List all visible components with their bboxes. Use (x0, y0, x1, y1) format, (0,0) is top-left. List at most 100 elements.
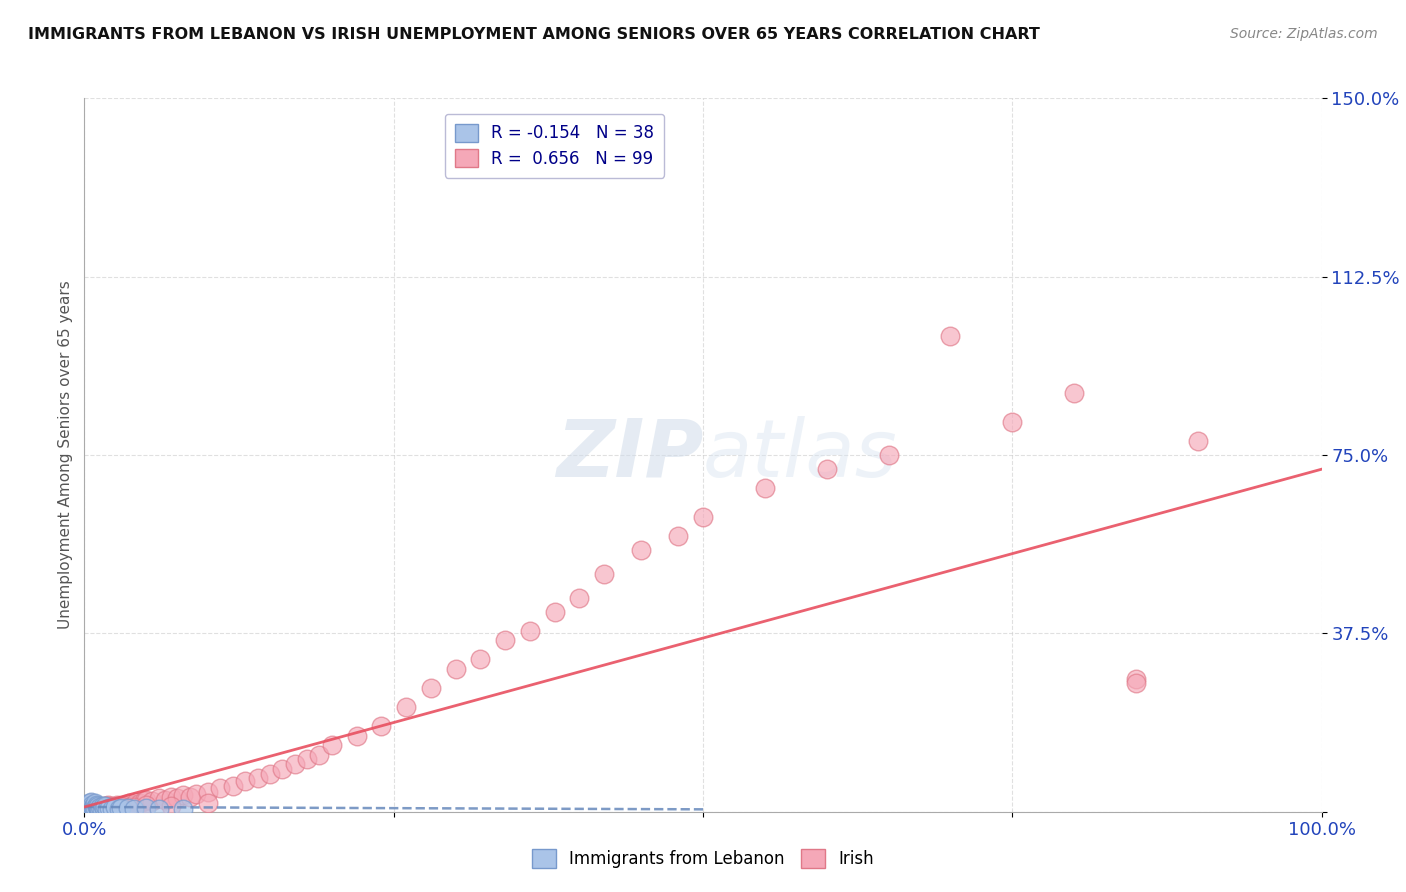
Point (166, 791, 188, 805)
Point (84, 801, 107, 815)
Point (94, 799, 117, 814)
Point (89, 800, 111, 814)
Point (754, 481, 776, 495)
Point (100, 799, 122, 814)
Point (666, 529, 689, 543)
Point (98, 800, 121, 814)
Point (86, 797, 108, 812)
Point (120, 799, 142, 814)
Point (110, 801, 132, 815)
Point (122, 800, 145, 814)
Point (110, 799, 132, 814)
Point (108, 802, 131, 816)
Point (84, 796, 107, 810)
Point (160, 799, 183, 814)
Point (83, 800, 105, 814)
Point (444, 662, 467, 676)
Point (108, 800, 131, 814)
Point (1187, 434, 1209, 448)
Point (79, 796, 101, 810)
Point (98, 801, 121, 815)
Point (76, 801, 98, 815)
Point (100, 802, 122, 816)
Point (79, 800, 101, 814)
Point (84, 801, 107, 815)
Point (89, 800, 111, 814)
Point (93, 801, 115, 815)
Point (184, 787, 207, 801)
Point (112, 797, 135, 812)
Point (135, 797, 157, 812)
Point (1001, 415, 1024, 429)
Point (148, 791, 170, 805)
Point (419, 681, 441, 695)
Point (79, 796, 101, 810)
Point (76, 800, 98, 814)
Point (82, 801, 104, 815)
Point (105, 797, 128, 812)
Point (96, 799, 118, 814)
Point (122, 797, 145, 812)
Y-axis label: Unemployment Among Seniors over 65 years: Unemployment Among Seniors over 65 years (58, 281, 73, 629)
Point (90, 802, 112, 816)
Point (692, 509, 714, 524)
Point (93, 801, 115, 815)
Point (122, 802, 145, 816)
Point (76, 799, 98, 814)
Point (80, 801, 103, 815)
Point (96, 801, 118, 815)
Point (271, 762, 294, 776)
Point (89, 802, 111, 816)
Point (148, 802, 170, 816)
Point (91, 801, 114, 815)
Point (79, 801, 101, 815)
Point (79, 802, 101, 816)
Point (77, 801, 100, 815)
Point (209, 780, 232, 795)
Point (86, 800, 108, 814)
Legend: R = -0.154   N = 38, R =  0.656   N = 99: R = -0.154 N = 38, R = 0.656 N = 99 (444, 113, 665, 178)
Point (87, 799, 110, 814)
Point (87, 801, 110, 815)
Point (129, 796, 152, 810)
Point (135, 801, 157, 815)
Point (79, 795, 101, 809)
Point (222, 779, 245, 793)
Point (141, 794, 163, 808)
Point (519, 624, 541, 638)
Point (197, 785, 219, 799)
Point (370, 719, 392, 733)
Point (104, 801, 127, 815)
Point (91, 799, 114, 814)
Point (153, 793, 176, 807)
Point (79, 802, 101, 816)
Point (77, 797, 100, 812)
Point (135, 793, 157, 807)
Point (79, 802, 101, 816)
Point (284, 757, 307, 772)
Point (295, 752, 318, 766)
Point (86, 800, 108, 814)
Point (172, 788, 194, 802)
Point (103, 801, 125, 815)
Point (97, 797, 120, 812)
Point (89, 799, 111, 814)
Point (96, 802, 118, 816)
Point (79, 800, 101, 814)
Point (877, 448, 900, 462)
Point (630, 543, 652, 558)
Text: Source: ZipAtlas.com: Source: ZipAtlas.com (1230, 27, 1378, 41)
Point (77, 799, 100, 814)
Point (89, 801, 111, 815)
Legend: Immigrants from Lebanon, Irish: Immigrants from Lebanon, Irish (526, 843, 880, 875)
Point (395, 700, 418, 714)
Point (321, 738, 343, 752)
Point (470, 652, 492, 666)
Point (110, 799, 132, 814)
Text: ZIP: ZIP (555, 416, 703, 494)
Point (75, 802, 97, 816)
Point (90, 800, 112, 814)
Point (80, 799, 103, 814)
Point (104, 800, 127, 814)
Point (259, 766, 281, 780)
